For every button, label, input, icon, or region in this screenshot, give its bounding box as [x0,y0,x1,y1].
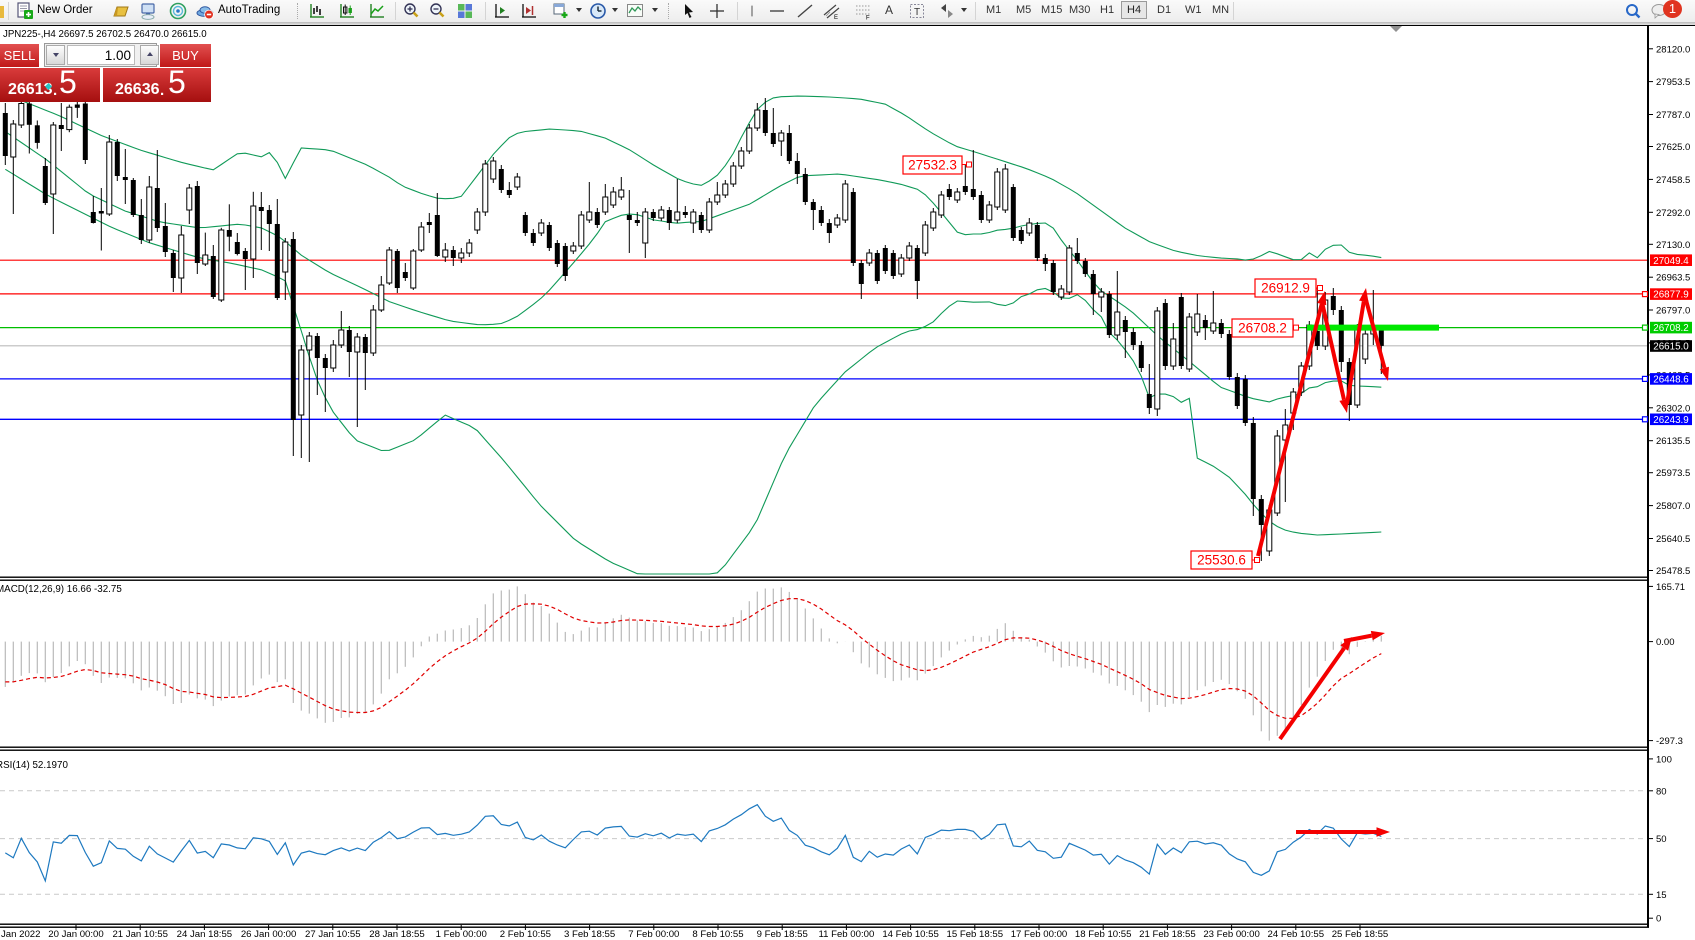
svg-text:-297.3: -297.3 [1656,736,1683,747]
svg-text:11 Feb 00:00: 11 Feb 00:00 [818,929,874,940]
svg-text:RSI(14) 52.1970: RSI(14) 52.1970 [0,760,68,771]
svg-text:27625.0: 27625.0 [1656,142,1690,153]
svg-text:0.00: 0.00 [1656,637,1675,648]
svg-text:28 Jan 18:55: 28 Jan 18:55 [369,929,424,940]
svg-text:18 Feb 10:55: 18 Feb 10:55 [1075,929,1132,940]
svg-text:26615.0: 26615.0 [1653,342,1689,353]
svg-text:21 Jan 10:55: 21 Jan 10:55 [112,929,167,940]
svg-text:14 Feb 10:55: 14 Feb 10:55 [882,929,939,940]
svg-text:25807.0: 25807.0 [1656,501,1690,512]
svg-text:1 Feb 00:00: 1 Feb 00:00 [436,929,487,940]
svg-text:27130.0: 27130.0 [1656,240,1690,251]
svg-text:MACD(12,26,9) 16.66 -32.75: MACD(12,26,9) 16.66 -32.75 [0,584,122,595]
svg-text:100: 100 [1656,754,1672,765]
svg-text:26708.2: 26708.2 [1653,323,1688,334]
svg-text:0: 0 [1656,914,1661,925]
svg-text:3 Feb 18:55: 3 Feb 18:55 [564,929,615,940]
svg-text:50: 50 [1656,834,1667,845]
svg-text:27953.5: 27953.5 [1656,77,1690,88]
svg-text:165.71: 165.71 [1656,582,1685,593]
svg-text:24 Feb 10:55: 24 Feb 10:55 [1268,929,1325,940]
svg-text:26963.5: 26963.5 [1656,273,1690,284]
svg-text:F: F [866,16,870,21]
svg-text:27787.0: 27787.0 [1656,110,1690,121]
svg-text:28120.0: 28120.0 [1656,44,1690,55]
svg-text:7 Feb 00:00: 7 Feb 00:00 [628,929,679,940]
svg-text:15 Feb 18:55: 15 Feb 18:55 [947,929,1004,940]
svg-text:26135.5: 26135.5 [1656,436,1690,447]
svg-text:26708.2: 26708.2 [1238,321,1287,336]
svg-text:JPN225-,H4 26697.5 26702.5 26: JPN225-,H4 26697.5 26702.5 26470.0 26615… [3,29,207,40]
svg-text:9 Feb 18:55: 9 Feb 18:55 [757,929,808,940]
svg-text:27458.5: 27458.5 [1656,175,1690,186]
svg-text:27292.0: 27292.0 [1656,208,1690,219]
svg-text:27532.3: 27532.3 [908,158,957,173]
svg-text:25 Feb 18:55: 25 Feb 18:55 [1332,929,1389,940]
svg-text:17 Feb 00:00: 17 Feb 00:00 [1011,929,1068,940]
svg-text:25478.5: 25478.5 [1656,566,1690,577]
svg-text:20 Jan 00:00: 20 Jan 00:00 [48,929,103,940]
svg-text:15: 15 [1656,890,1667,901]
svg-text:80: 80 [1656,786,1667,797]
svg-text:Jan 2022: Jan 2022 [1,929,40,940]
svg-text:21 Feb 18:55: 21 Feb 18:55 [1139,929,1196,940]
svg-text:25640.5: 25640.5 [1656,534,1690,545]
svg-text:E: E [834,15,838,20]
svg-text:25530.6: 25530.6 [1197,553,1246,568]
svg-text:27049.4: 27049.4 [1653,256,1689,267]
svg-text:T: T [914,7,920,18]
svg-text:26448.6: 26448.6 [1653,375,1689,386]
svg-text:27 Jan 10:55: 27 Jan 10:55 [305,929,360,940]
svg-text:26 Jan 00:00: 26 Jan 00:00 [241,929,296,940]
svg-text:26877.9: 26877.9 [1653,290,1688,301]
svg-text:26797.0: 26797.0 [1656,306,1690,317]
svg-text:26912.9: 26912.9 [1261,281,1310,296]
svg-text:26243.9: 26243.9 [1653,415,1688,426]
svg-text:2 Feb 10:55: 2 Feb 10:55 [500,929,551,940]
svg-text:25973.5: 25973.5 [1656,468,1690,479]
svg-text:8 Feb 10:55: 8 Feb 10:55 [692,929,743,940]
svg-text:26302.0: 26302.0 [1656,403,1690,414]
svg-text:24 Jan 18:55: 24 Jan 18:55 [177,929,232,940]
svg-text:23 Feb 00:00: 23 Feb 00:00 [1203,929,1260,940]
